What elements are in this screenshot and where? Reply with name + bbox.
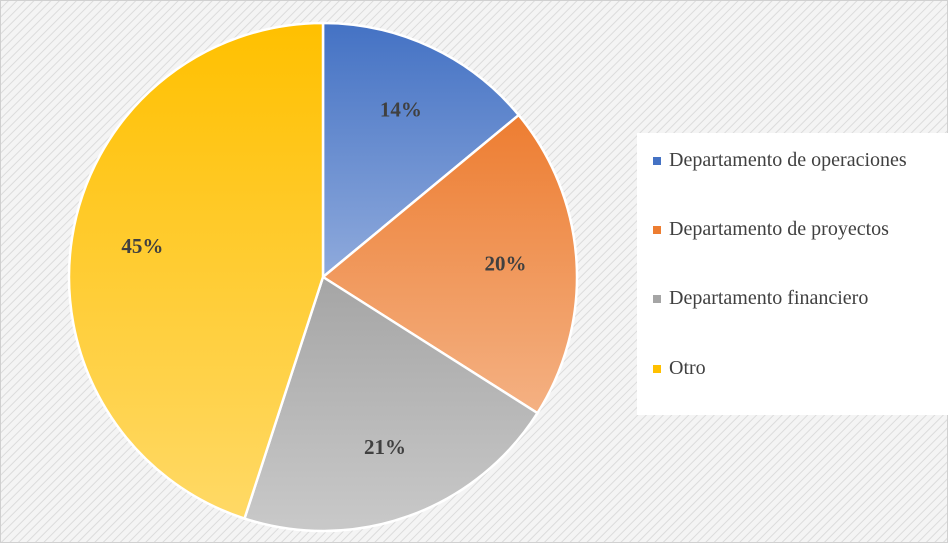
pie-slice	[320, 113, 579, 415]
legend-label: Departamento de proyectos	[669, 218, 889, 240]
legend: Departamento de operaciones Departamento …	[637, 133, 948, 415]
legend-item: Departamento de proyectos	[653, 216, 944, 243]
data-label: 14%	[380, 97, 422, 121]
legend-label: Otro	[669, 357, 706, 379]
legend-label: Departamento financiero	[669, 287, 869, 309]
data-label: 45%	[121, 234, 163, 258]
legend-swatch	[653, 157, 661, 165]
pie-slice	[67, 21, 325, 521]
legend-swatch	[653, 226, 661, 234]
pie-slice	[242, 275, 540, 533]
legend-swatch	[653, 365, 661, 373]
legend-item: Otro	[653, 355, 944, 382]
pie-slice	[321, 21, 521, 280]
legend-item: Departamento de operaciones	[653, 147, 944, 174]
data-label: 21%	[364, 435, 406, 459]
data-label: 20%	[485, 251, 527, 275]
legend-label: Departamento de operaciones	[669, 149, 907, 171]
legend-item: Departamento financiero	[653, 285, 944, 312]
legend-swatch	[653, 295, 661, 303]
